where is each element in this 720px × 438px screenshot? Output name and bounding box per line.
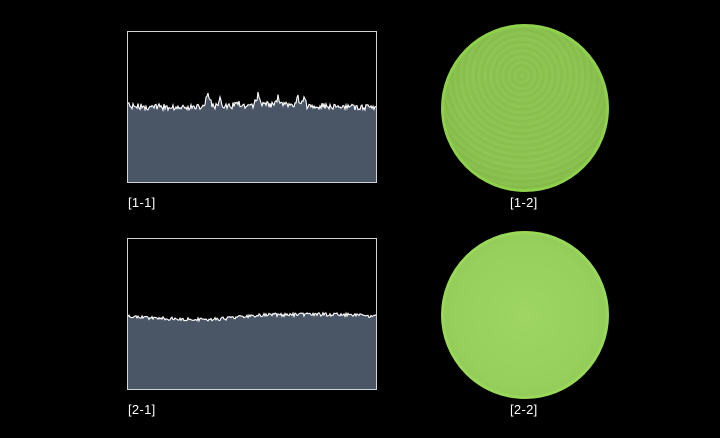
dish-photo-2-2 — [441, 231, 609, 399]
profile-2-1-area — [128, 312, 376, 389]
profile-plot-1-1 — [128, 91, 376, 182]
caption-2-1: [2-1] — [128, 402, 156, 417]
profile-1-1-trace — [128, 91, 376, 113]
dish-photo-1-2 — [441, 24, 609, 192]
profile-plot-2-1 — [128, 311, 376, 389]
surface-profile-2-1 — [127, 238, 377, 390]
profile-2-1-trace — [128, 311, 376, 323]
surface-profile-1-1 — [127, 31, 377, 183]
profile-1-1-area — [128, 91, 376, 182]
caption-1-1: [1-1] — [128, 195, 156, 210]
caption-2-2: [2-2] — [510, 402, 538, 417]
caption-1-2: [1-2] — [510, 195, 538, 210]
